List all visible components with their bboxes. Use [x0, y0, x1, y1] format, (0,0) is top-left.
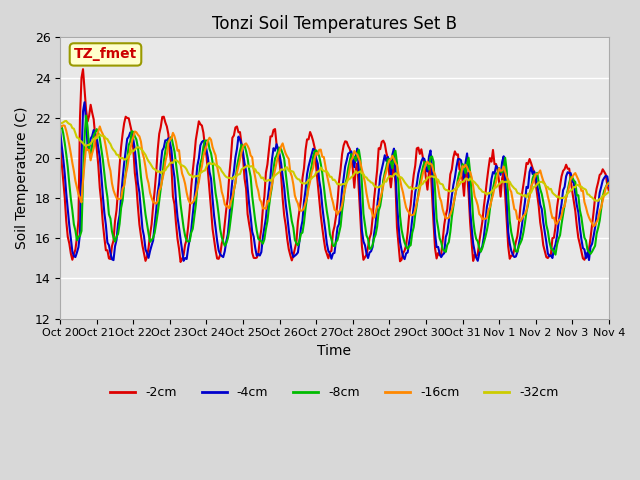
-2cm	[79, 66, 87, 72]
-2cm	[541, 248, 548, 254]
Legend: -2cm, -4cm, -8cm, -16cm, -32cm: -2cm, -4cm, -8cm, -16cm, -32cm	[106, 381, 564, 404]
-8cm	[388, 166, 396, 171]
-8cm	[72, 228, 79, 233]
Title: Tonzi Soil Temperatures Set B: Tonzi Soil Temperatures Set B	[212, 15, 457, 33]
-4cm	[81, 99, 88, 105]
-4cm	[72, 254, 79, 260]
-16cm	[371, 215, 378, 220]
-16cm	[401, 198, 408, 204]
-32cm	[401, 179, 408, 185]
-16cm	[388, 153, 396, 159]
-32cm	[56, 120, 64, 126]
-32cm	[160, 168, 168, 174]
-32cm	[63, 118, 70, 124]
Line: -2cm: -2cm	[60, 69, 609, 262]
-32cm	[73, 134, 81, 140]
-4cm	[541, 229, 548, 235]
-8cm	[371, 235, 378, 241]
-32cm	[388, 174, 396, 180]
-32cm	[605, 189, 612, 195]
-8cm	[540, 199, 547, 204]
-2cm	[372, 181, 380, 187]
-16cm	[540, 178, 547, 184]
-4cm	[372, 221, 380, 227]
-4cm	[390, 146, 398, 152]
-16cm	[60, 122, 67, 128]
-8cm	[552, 252, 559, 257]
-4cm	[403, 251, 410, 256]
-4cm	[56, 128, 64, 134]
-2cm	[177, 259, 184, 265]
-32cm	[540, 180, 547, 186]
Line: -4cm: -4cm	[60, 102, 609, 261]
-16cm	[160, 170, 168, 176]
Line: -8cm: -8cm	[60, 116, 609, 254]
-16cm	[605, 180, 612, 186]
X-axis label: Time: Time	[317, 344, 351, 358]
Line: -16cm: -16cm	[60, 125, 609, 227]
-8cm	[401, 240, 408, 245]
-16cm	[589, 224, 597, 229]
-2cm	[605, 188, 612, 193]
-2cm	[160, 114, 168, 120]
-2cm	[390, 163, 398, 168]
-4cm	[160, 145, 168, 151]
-8cm	[82, 113, 90, 119]
-4cm	[180, 258, 188, 264]
Text: TZ_fmet: TZ_fmet	[74, 48, 137, 61]
-2cm	[72, 247, 79, 252]
-2cm	[56, 140, 64, 145]
-8cm	[605, 180, 612, 186]
-4cm	[605, 182, 612, 188]
-16cm	[56, 124, 64, 130]
-2cm	[403, 242, 410, 248]
-8cm	[56, 126, 64, 132]
-32cm	[595, 198, 602, 204]
-32cm	[371, 183, 378, 189]
-8cm	[160, 159, 168, 165]
Y-axis label: Soil Temperature (C): Soil Temperature (C)	[15, 107, 29, 249]
Line: -32cm: -32cm	[60, 121, 609, 201]
-16cm	[73, 184, 81, 190]
